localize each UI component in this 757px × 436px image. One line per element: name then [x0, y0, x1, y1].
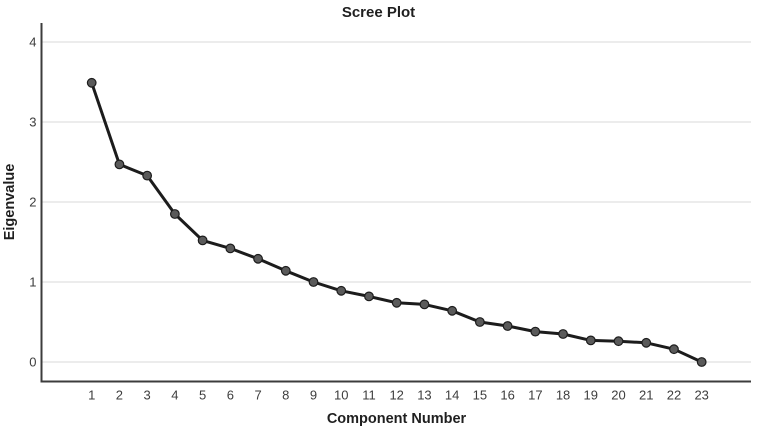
x-tick-label: 20 [611, 388, 625, 403]
data-point-marker [613, 336, 624, 347]
x-tick-label: 15 [473, 388, 487, 403]
x-tick-label: 9 [310, 388, 317, 403]
data-point-marker [419, 299, 430, 310]
y-axis-label: Eigenvalue [2, 163, 18, 241]
data-point-marker [114, 159, 125, 170]
data-point-marker [530, 326, 541, 337]
x-tick-label: 17 [528, 388, 542, 403]
data-point-marker [585, 335, 596, 346]
x-tick-label: 4 [171, 388, 178, 403]
data-point-marker [225, 243, 236, 254]
x-tick-label: 5 [199, 388, 206, 403]
data-point-marker [197, 235, 208, 246]
x-tick-label: 18 [556, 388, 570, 403]
data-point-marker [474, 317, 485, 327]
x-tick-label: 11 [362, 388, 376, 403]
x-tick-label: 1 [88, 388, 95, 403]
x-tick-label: 23 [694, 388, 708, 403]
y-tick-label: 2 [29, 195, 36, 210]
data-point-marker [447, 305, 458, 316]
data-point-marker [86, 77, 97, 88]
x-tick-label: 8 [282, 388, 289, 403]
data-point-marker [253, 253, 263, 264]
data-point-marker [641, 337, 652, 348]
y-tick-label: 1 [29, 275, 36, 290]
x-tick-label: 7 [254, 388, 261, 403]
data-point-marker [169, 209, 180, 219]
y-tick-label: 4 [29, 35, 36, 50]
x-tick-label: 21 [639, 388, 653, 403]
y-tick-label: 3 [29, 115, 36, 130]
chart-title: Scree Plot [341, 4, 416, 21]
x-tick-label: 13 [417, 388, 431, 403]
data-point-marker [364, 291, 374, 302]
x-tick-label: 3 [144, 388, 151, 403]
data-point-marker [308, 277, 319, 287]
x-axis-label: Component Number [326, 411, 467, 427]
data-point-marker [502, 321, 513, 331]
data-point-marker [669, 344, 679, 355]
x-tick-label: 14 [445, 388, 459, 403]
x-tick-label: 10 [334, 388, 348, 403]
x-tick-label: 19 [584, 388, 598, 403]
data-point-marker [336, 285, 347, 296]
scree-line [90, 81, 704, 364]
data-point-marker [696, 357, 707, 367]
x-tick-label: 16 [500, 388, 514, 403]
x-tick-label: 6 [227, 388, 234, 403]
data-point-marker [558, 329, 568, 339]
data-point-marker [142, 170, 153, 181]
y-tick-label: 0 [29, 355, 36, 370]
data-point-marker [280, 265, 291, 276]
x-tick-label: 12 [389, 388, 403, 403]
data-point-marker [391, 297, 402, 308]
x-tick-label: 2 [116, 388, 123, 403]
x-tick-label: 22 [667, 388, 681, 403]
